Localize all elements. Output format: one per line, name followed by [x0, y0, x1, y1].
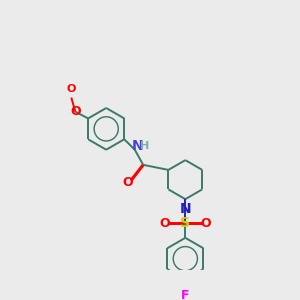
Text: O: O — [200, 217, 211, 230]
Text: O: O — [160, 217, 170, 230]
Text: O: O — [123, 176, 134, 189]
Text: H: H — [140, 141, 149, 151]
Text: S: S — [180, 216, 190, 230]
Text: F: F — [181, 289, 190, 300]
Text: N: N — [132, 139, 143, 153]
Text: O: O — [70, 105, 81, 118]
Text: N: N — [179, 202, 191, 216]
Text: O: O — [67, 84, 76, 94]
